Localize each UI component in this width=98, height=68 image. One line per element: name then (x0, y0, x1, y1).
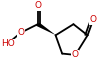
Text: O: O (90, 15, 97, 24)
Polygon shape (36, 23, 56, 35)
Text: O: O (17, 28, 24, 37)
Text: HO: HO (1, 39, 15, 48)
Text: O: O (72, 50, 79, 59)
Text: O: O (34, 1, 41, 10)
